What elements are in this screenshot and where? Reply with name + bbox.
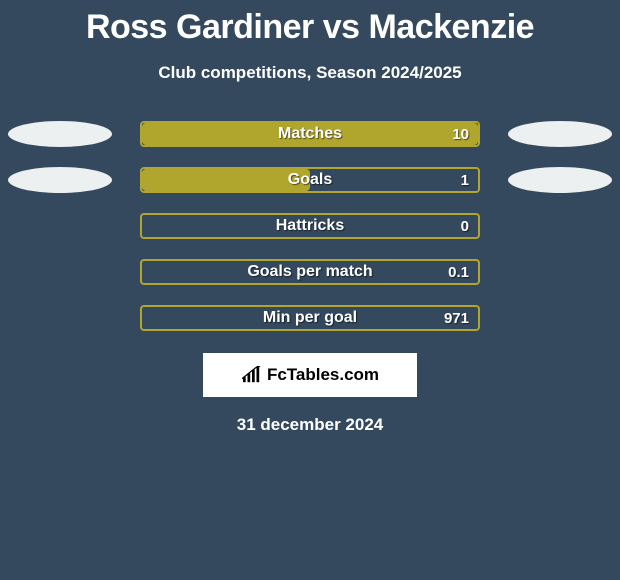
stat-value: 0.1 [448,261,469,283]
stat-value: 0 [461,215,469,237]
stat-label: Goals per match [142,261,478,283]
stat-bar: Goals per match0.1 [140,259,480,285]
stat-label: Min per goal [142,307,478,329]
stat-label: Matches [142,123,478,145]
stat-value: 10 [452,123,469,145]
bar-chart-icon [241,366,263,384]
footer-date: 31 december 2024 [237,415,384,435]
stats-list: Matches10Goals1Hattricks0Goals per match… [0,121,620,331]
right-player-marker [508,121,612,147]
comparison-infographic: Ross Gardiner vs Mackenzie Club competit… [0,0,620,435]
stat-row: Matches10 [0,121,620,147]
right-player-marker [508,167,612,193]
stat-row: Goals1 [0,167,620,193]
brand-box[interactable]: FcTables.com [203,353,417,397]
stat-row: Goals per match0.1 [0,259,620,285]
stat-label: Hattricks [142,215,478,237]
stat-value: 971 [444,307,469,329]
stat-bar: Min per goal971 [140,305,480,331]
page-title: Ross Gardiner vs Mackenzie [86,8,534,47]
stat-bar: Goals1 [140,167,480,193]
left-player-marker [8,121,112,147]
stat-bar: Matches10 [140,121,480,147]
stat-row: Hattricks0 [0,213,620,239]
subtitle: Club competitions, Season 2024/2025 [158,63,461,83]
brand-text: FcTables.com [267,365,379,385]
left-player-marker [8,167,112,193]
stat-value: 1 [461,169,469,191]
stat-label: Goals [142,169,478,191]
stat-bar: Hattricks0 [140,213,480,239]
stat-row: Min per goal971 [0,305,620,331]
